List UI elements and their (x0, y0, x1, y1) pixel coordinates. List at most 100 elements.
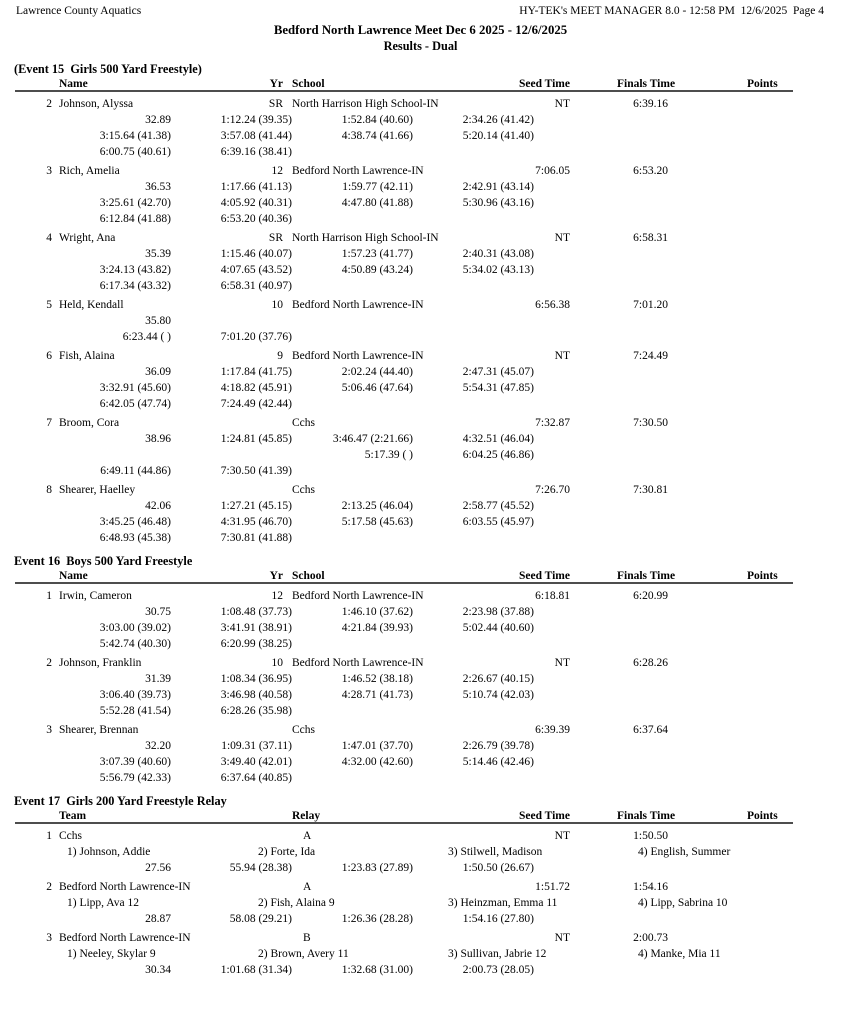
split-cell: 1:59.77 (42.11) (342, 181, 413, 193)
splits-row: 6:23.44 ( ) 7:01.20 (37.76) (0, 329, 841, 345)
result-entry: 1 Irwin, Cameron 12 Bedford North Lawrence-… (0, 588, 841, 652)
split-cell: 42.06 (145, 500, 171, 512)
header-rule (15, 582, 793, 584)
result-entry: 2 Bedford North Lawrence-IN A 1:51.72 1:54.1… (0, 879, 841, 927)
column-header-name: Name (59, 78, 88, 90)
split-cell: 28.87 (145, 913, 171, 925)
splits-row: 42.06 1:27.21 (45.15) 2:13.25 (46.04) 2:58.… (0, 498, 841, 514)
relay-leg-4: 4) Lipp, Sabrina 10 (638, 897, 728, 909)
split-cell: 4:32.00 (42.60) (341, 756, 413, 768)
split-cell: 1:01.68 (31.34) (220, 964, 292, 976)
meet-title: Bedford North Lawrence Meet Dec 6 2025 -… (273, 23, 568, 37)
finals-time-cell: 2:00.73 (633, 932, 668, 944)
event-section: (Event 15 Girls 500 Yard Freestyle) Name Y… (0, 62, 841, 546)
place-cell: 5 (46, 299, 52, 311)
result-main-row: 6 Fish, Alaina 9 Bedford North Lawrence-IN N… (0, 348, 841, 364)
team-name-cell: Cchs (59, 830, 82, 842)
finals-time-cell: 6:37.64 (633, 724, 668, 736)
column-header-school: School (292, 78, 325, 90)
column-header-name: Name (59, 570, 88, 582)
team-name-cell: Bedford North Lawrence-IN (59, 881, 191, 893)
result-entry: 2 Johnson, Alyssa SR North Harrison High Sc… (0, 96, 841, 160)
result-main-row: 5 Held, Kendall 10 Bedford North Lawrence-I… (0, 297, 841, 313)
result-main-row: 2 Johnson, Alyssa SR North Harrison High Sc… (0, 96, 841, 112)
splits-row: 5:52.28 (41.54) 6:28.26 (35.98) (0, 703, 841, 719)
column-header-points: Points (747, 810, 778, 822)
split-cell: 36.09 (145, 366, 171, 378)
column-header-points: Points (747, 570, 778, 582)
splits-row: 3:25.61 (42.70) 4:05.92 (40.31) 4:47.80 (4… (0, 195, 841, 211)
split-cell: 5:52.28 (41.54) (99, 705, 171, 717)
place-cell: 8 (46, 484, 52, 496)
split-cell: 3:03.00 (39.02) (99, 622, 171, 634)
school-cell: Cchs (292, 484, 315, 496)
place-cell: 3 (46, 165, 52, 177)
seed-time-cell: 6:18.81 (535, 590, 570, 602)
split-cell: 4:32.51 (46.04) (462, 433, 534, 445)
split-cell: 4:21.84 (39.93) (341, 622, 413, 634)
split-cell: 4:28.71 (41.73) (341, 689, 413, 701)
result-entry: 3 Rich, Amelia 12 Bedford North Lawrence-IN… (0, 163, 841, 227)
splits-row: 3:45.25 (46.48) 4:31.95 (46.70) 5:17.58 (4… (0, 514, 841, 530)
school-cell: Cchs (292, 724, 315, 736)
column-header-yr: Yr (269, 78, 283, 90)
relay-leg-3: 3) Heinzman, Emma 11 (448, 897, 558, 909)
splits-row: 6:49.11 (44.86) 7:30.50 (41.39) (0, 463, 841, 479)
split-cell: 2:42.91 (43.14) (462, 181, 534, 193)
finals-time-cell: 6:28.26 (633, 657, 668, 669)
split-cell: 3:25.61 (42.70) (99, 197, 171, 209)
split-cell: 7:30.81 (41.88) (220, 532, 292, 544)
swimmer-name-cell: Shearer, Brennan (59, 724, 139, 736)
swimmer-name-cell: Wright, Ana (59, 232, 116, 244)
relay-leg-2: 2) Brown, Avery 11 (258, 948, 349, 960)
finals-time-cell: 7:24.49 (633, 350, 668, 362)
result-main-row: 3 Rich, Amelia 12 Bedford North Lawrence-IN… (0, 163, 841, 179)
result-entry: 6 Fish, Alaina 9 Bedford North Lawrence-IN N… (0, 348, 841, 412)
report-header: Lawrence County Aquatics HY-TEK's MEET M… (0, 4, 841, 19)
splits-row: 36.09 1:17.84 (41.75) 2:02.24 (44.40) 2:47.… (0, 364, 841, 380)
split-cell: 4:31.95 (46.70) (220, 516, 292, 528)
splits-row: 38.96 1:24.81 (45.85) 3:46.47 (2:21.66) 4:3… (0, 431, 841, 447)
splits-row: 28.87 58.08 (29.21) 1:26.36 (28.28) 1:54.16… (0, 911, 841, 927)
splits-row: 35.80 (0, 313, 841, 329)
split-cell: 30.34 (145, 964, 171, 976)
result-main-row: 3 Bedford North Lawrence-IN B NT 2:00.73 (0, 930, 841, 946)
split-cell: 1:32.68 (31.00) (341, 964, 413, 976)
splits-row: 32.89 1:12.24 (39.35) 1:52.84 (40.60) 2:34.… (0, 112, 841, 128)
split-cell: 27.56 (145, 862, 171, 874)
split-cell: 7:01.20 (37.76) (220, 331, 292, 343)
finals-time-cell: 6:53.20 (633, 165, 668, 177)
splits-row: 31.39 1:08.34 (36.95) 1:46.52 (38.18) 2:26.… (0, 671, 841, 687)
splits-row: 3:32.91 (45.60) 4:18.82 (45.91) 5:06.46 (4… (0, 380, 841, 396)
team-name-cell: Bedford North Lawrence-IN (59, 932, 191, 944)
result-entry: 7 Broom, Cora Cchs 7:32.87 7:30.50 38.96 1:24.… (0, 415, 841, 479)
school-cell: North Harrison High School-IN (292, 232, 439, 244)
split-cell: 1:46.52 (38.18) (341, 673, 413, 685)
finals-time-cell: 6:20.99 (633, 590, 668, 602)
split-cell: 5:20.14 (41.40) (462, 130, 534, 142)
splits-row: 32.20 1:09.31 (37.11) 1:47.01 (37.70) 2:26.… (0, 738, 841, 754)
event-section: Event 16 Boys 500 Yard Freestyle Name Yr Sc… (0, 554, 841, 786)
seed-time-cell: NT (554, 657, 570, 669)
split-cell: 1:09.31 (37.11) (221, 740, 292, 752)
organization-name: Lawrence County Aquatics (16, 5, 142, 17)
split-cell: 2:13.25 (46.04) (341, 500, 413, 512)
split-cell: 32.20 (145, 740, 171, 752)
split-cell: 2:00.73 (28.05) (462, 964, 534, 976)
column-header-row: Name Yr School Seed Time Finals Time Points (0, 77, 841, 93)
year-cell: 9 (277, 350, 283, 362)
seed-time-cell: 7:32.87 (535, 417, 570, 429)
finals-time-cell: 7:01.20 (633, 299, 668, 311)
relay-leg-1: 1) Johnson, Addie (67, 846, 151, 858)
place-cell: 3 (46, 724, 52, 736)
split-cell: 1:08.34 (36.95) (220, 673, 292, 685)
split-cell: 5:34.02 (43.13) (462, 264, 534, 276)
split-cell: 1:24.81 (45.85) (220, 433, 292, 445)
result-entry: 1 Cchs A NT 1:50.50 1) Johnson, Addie 2) Forte… (0, 828, 841, 876)
split-cell: 1:08.48 (37.73) (220, 606, 292, 618)
split-cell: 5:14.46 (42.46) (462, 756, 534, 768)
split-cell: 3:46.98 (40.58) (220, 689, 292, 701)
column-header-school: School (292, 570, 325, 582)
entries-list: 1 Cchs A NT 1:50.50 1) Johnson, Addie 2) Forte… (0, 828, 841, 978)
seed-time-cell: 6:56.38 (535, 299, 570, 311)
